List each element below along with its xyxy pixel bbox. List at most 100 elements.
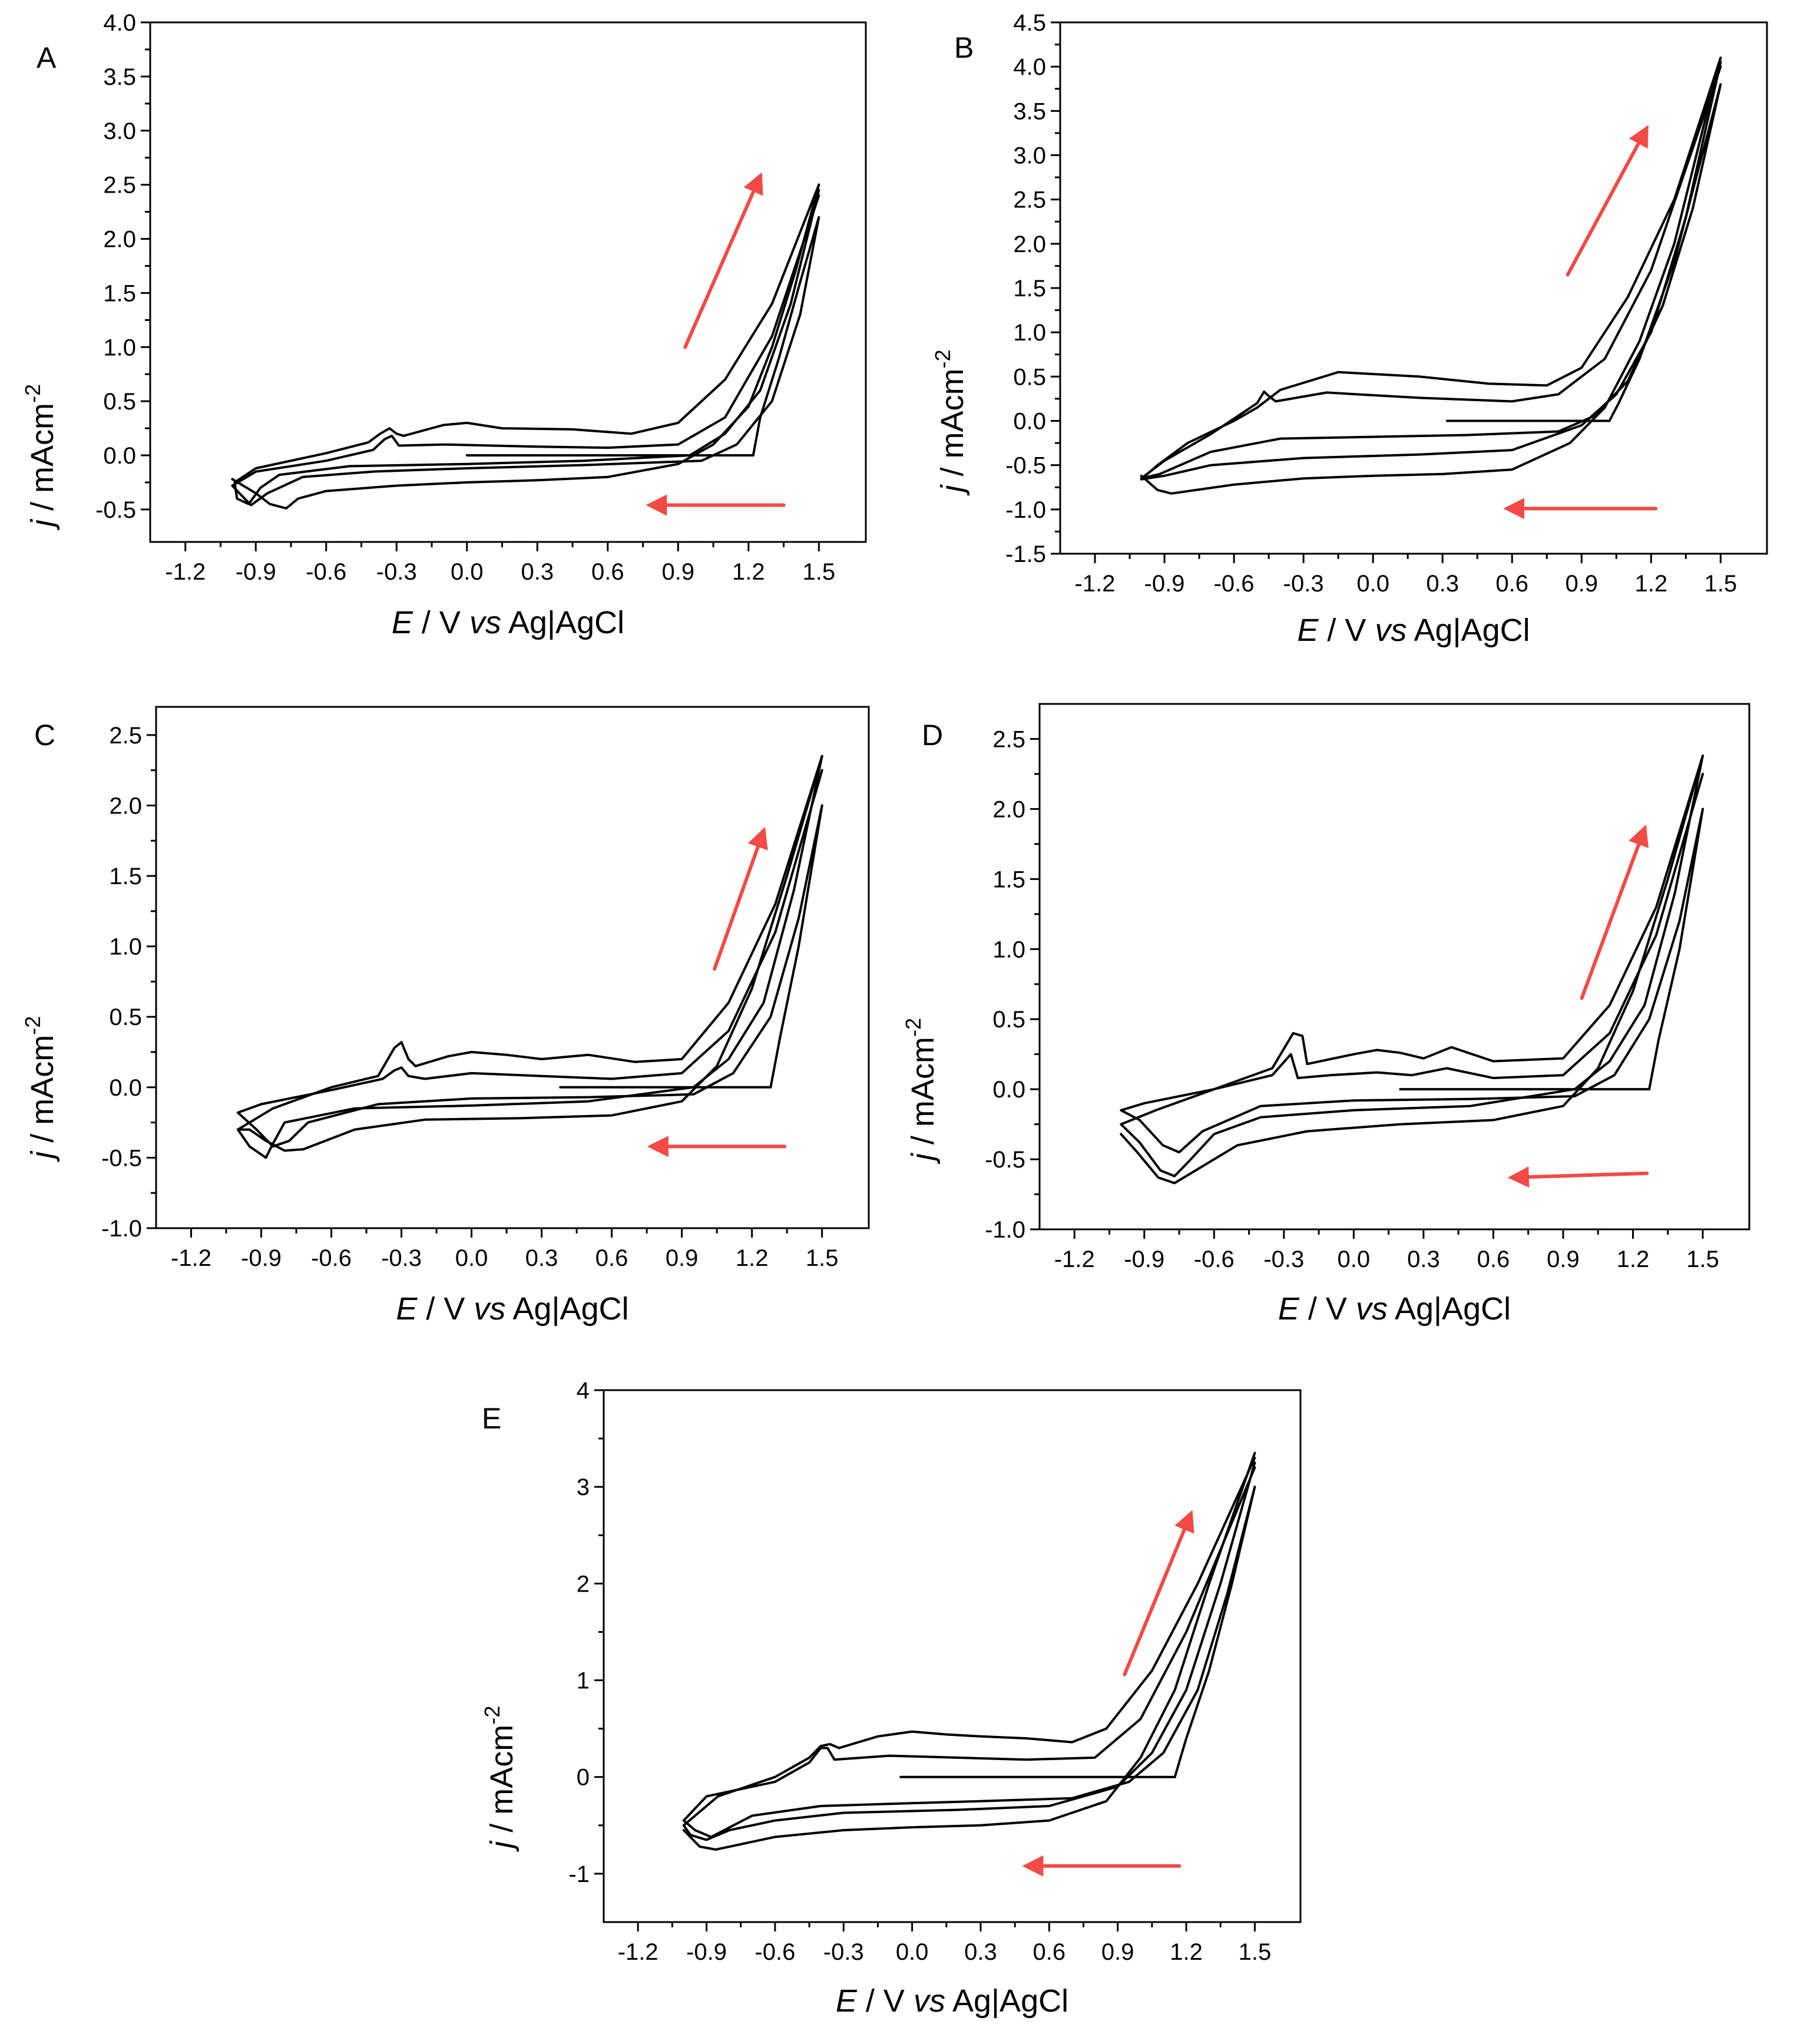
x-axis-title: E / V vs Ag|AgCl	[392, 605, 624, 640]
y-tick-label: 0.0	[1013, 409, 1046, 435]
x-axis-title-var: E	[836, 1983, 858, 2019]
y-tick-label: 4.5	[1013, 10, 1046, 36]
x-tick-label: 1.2	[1617, 1246, 1650, 1272]
curves	[231, 183, 820, 510]
x-tick-label: 1.5	[806, 1245, 839, 1271]
x-tick-label: 0.0	[896, 1939, 929, 1965]
y-tick-label: 0.0	[992, 1077, 1025, 1103]
scan-arrow-forward	[1580, 824, 1649, 1000]
y-axis-title: j / mAcm-2	[931, 349, 970, 496]
x-axis-title-var: E	[1278, 1291, 1300, 1327]
x-tick-label: -0.6	[1194, 1246, 1235, 1272]
y-tick-label: -1.0	[101, 1216, 142, 1242]
panel-letter: A	[37, 41, 57, 74]
y-tick-label: 3	[577, 1474, 590, 1500]
y-tick-label: 1.0	[1013, 320, 1046, 346]
x-tick-label: -1.2	[1075, 571, 1116, 597]
y-tick-label: -1.5	[1005, 541, 1046, 567]
y-tick-label: 2	[577, 1571, 590, 1597]
x-axis-title-vs: vs	[474, 1291, 505, 1327]
x-axis-title: E / V vs Ag|AgCl	[1297, 613, 1530, 648]
x-axis-title-vs: vs	[1356, 1291, 1388, 1327]
y-tick-label: 1.0	[992, 937, 1025, 963]
y-tick-label: 3.5	[103, 64, 136, 90]
x-axis-title-ref: Ag|AgCl	[945, 1983, 1068, 2019]
panel-letter: E	[482, 1402, 501, 1435]
x-axis-title-ref: Ag|AgCl	[1407, 613, 1530, 648]
x-axis-title: E / V vs Ag|AgCl	[836, 1983, 1068, 2019]
panel-letter: C	[34, 719, 55, 752]
scan-arrow-forward	[713, 826, 768, 971]
y-axis-title: j / mAcm-2	[21, 1016, 60, 1163]
y-tick-label: 4	[577, 1378, 590, 1404]
panel-letter: B	[954, 31, 974, 64]
y-axis-title-var: j	[25, 1150, 60, 1163]
y-tick-label: 0.0	[103, 443, 136, 469]
x-tick-label: 1.5	[1239, 1939, 1272, 1965]
x-axis-title-unit: / V	[413, 605, 469, 640]
y-axis-title-exponent: -2	[901, 1018, 925, 1037]
cv-curve	[1140, 57, 1722, 481]
curves	[1140, 57, 1722, 495]
y-axis-title-exponent: -2	[21, 1016, 45, 1035]
x-axis-title-unit: / V	[1318, 613, 1375, 648]
scan-arrow-forward	[683, 172, 763, 349]
y-tick-label: -0.5	[101, 1145, 142, 1171]
y-axis-title-unit: / mAcm	[25, 1035, 60, 1152]
x-tick-label: -0.9	[241, 1245, 282, 1271]
cv-curve	[233, 183, 820, 505]
x-axis-title-vs: vs	[469, 605, 501, 640]
x-tick-label: 1.2	[736, 1245, 769, 1271]
x-axis-title-unit: / V	[1299, 1291, 1356, 1327]
y-axis-title: j / mAcm-2	[901, 1018, 941, 1165]
x-tick-label: 1.2	[1634, 571, 1667, 597]
x-axis-title-var: E	[396, 1291, 418, 1327]
y-axis-title-var: j	[25, 518, 60, 531]
x-tick-label: 0.0	[451, 559, 484, 585]
curves	[682, 1451, 1256, 1851]
x-tick-label: -1.2	[1054, 1246, 1095, 1272]
x-tick-label: -1.2	[618, 1939, 658, 1965]
y-tick-label: 1.5	[992, 866, 1025, 892]
y-tick-label: 4.0	[103, 10, 136, 36]
x-tick-label: 1.5	[803, 559, 836, 585]
y-tick-label: 0.5	[992, 1007, 1025, 1033]
x-tick-label: -0.3	[376, 559, 417, 585]
x-axis-title-vs: vs	[914, 1983, 945, 2019]
x-tick-label: 0.9	[1565, 571, 1598, 597]
x-tick-label: 0.3	[525, 1245, 558, 1271]
x-axis-title-var: E	[392, 605, 413, 640]
y-tick-label: 3.0	[103, 118, 136, 144]
x-tick-label: 1.2	[732, 559, 765, 585]
y-tick-label: 1.5	[103, 280, 136, 306]
y-tick-label: 2.0	[1013, 231, 1046, 257]
y-tick-label: 2.0	[109, 793, 142, 819]
y-tick-label: -0.5	[95, 497, 136, 523]
y-tick-label: 0.5	[103, 389, 136, 415]
x-axis-title-unit: / V	[857, 1983, 914, 2019]
y-axis-title-var: j	[484, 1840, 519, 1853]
x-tick-label: 0.9	[1547, 1246, 1580, 1272]
x-tick-label: 0.0	[455, 1245, 488, 1271]
x-tick-label: -0.3	[381, 1245, 422, 1271]
x-axis-title-ref: Ag|AgCl	[505, 1291, 628, 1327]
cv-curve	[1140, 65, 1722, 480]
curves	[1120, 755, 1704, 1185]
x-axis-title-ref: Ag|AgCl	[501, 605, 624, 640]
y-tick-label: 2.5	[109, 723, 142, 749]
cv-curve	[236, 755, 823, 1159]
x-tick-label: -0.6	[306, 559, 346, 585]
x-tick-label: 0.6	[1495, 571, 1528, 597]
x-tick-label: 1.5	[1686, 1246, 1719, 1272]
x-tick-label: -0.9	[236, 559, 276, 585]
cv-curve	[682, 1466, 1256, 1838]
x-tick-label: 0.9	[662, 559, 695, 585]
cv-curve	[1140, 57, 1722, 495]
cv-curve	[682, 1451, 1256, 1851]
cv-curve	[682, 1456, 1256, 1841]
cv-curve	[1120, 772, 1704, 1154]
x-tick-label: 0.0	[1338, 1246, 1371, 1272]
y-tick-label: 0.0	[109, 1075, 142, 1101]
x-tick-label: -0.3	[823, 1939, 864, 1965]
y-tick-label: 2.5	[992, 726, 1025, 752]
